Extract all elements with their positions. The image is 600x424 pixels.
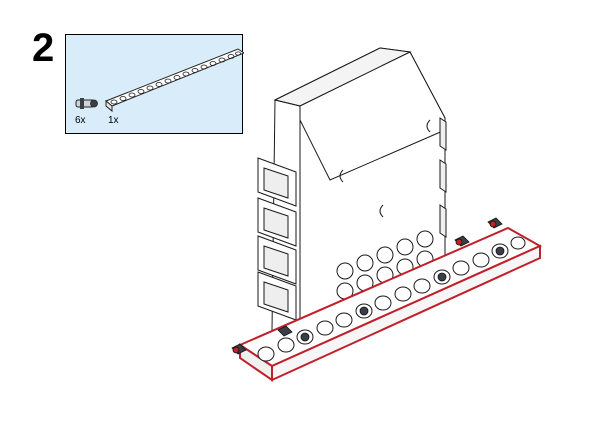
connector-pins	[231, 217, 503, 355]
hub-holes	[336, 230, 434, 300]
parts-illustration	[75, 48, 244, 113]
beam-icon	[105, 48, 244, 113]
pin-icon	[75, 98, 98, 109]
step-number: 2	[32, 26, 55, 70]
assembled-beam	[237, 226, 543, 382]
parts-callout-box: 6x 1x	[65, 34, 244, 134]
beam-quantity: 1x	[108, 115, 119, 126]
pin-quantity: 6x	[75, 115, 86, 126]
hub-ports	[257, 157, 297, 321]
